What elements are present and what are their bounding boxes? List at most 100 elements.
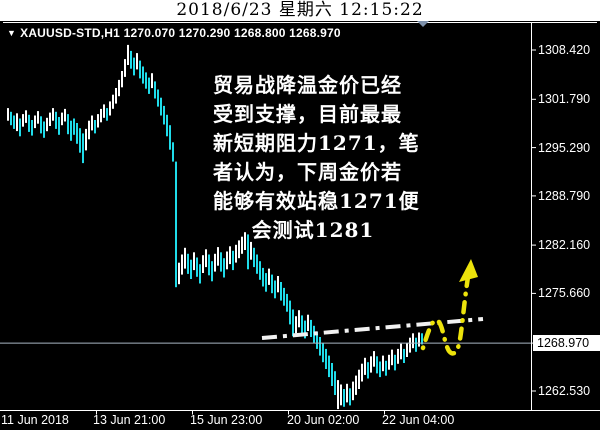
current-price-label: 1268.970 [533,335,600,351]
price-bar [307,314,309,331]
price-bar [73,118,75,135]
price-bar [145,72,147,89]
price-bar [7,108,9,121]
price-bar [397,348,399,364]
price-bar [325,348,327,369]
price-bar [301,315,303,334]
price-bar [262,267,264,287]
price-axis-label: 1262.530 [538,384,591,398]
price-bar [97,114,99,128]
price-bar [394,354,396,371]
price-bar [256,254,258,274]
price-bar [244,232,246,250]
price-bar [10,111,12,126]
price-bar [334,371,336,395]
price-bar [367,362,369,379]
annotation-line: 贸易战降温金价已经 [213,73,402,97]
price-bar [112,94,114,109]
price-bar [316,331,318,349]
price-bar [391,349,393,366]
price-bar [22,114,24,127]
price-bar [343,389,345,407]
price-bar [13,115,15,129]
price-bar [328,355,330,378]
price-axis-label: 1301.790 [538,92,591,106]
price-bar [169,125,171,150]
price-bar [421,333,423,345]
price-bar [85,128,87,151]
title-bar: 2018/6/23 星期六 12:15:22 [0,0,600,21]
price-bar [46,117,48,132]
price-bar [289,300,291,325]
annotation-line: 者认为，下周金价若 [213,160,402,184]
symbol-ohlc-header: ▼ XAUUSD-STD,H1 1270.070 1270.290 1268.80… [7,26,341,40]
price-bar [178,262,180,285]
price-bar [382,355,384,372]
price-bar [265,273,267,292]
price-bar [184,247,186,269]
price-bar [364,357,366,375]
price-bar [403,348,405,363]
time-axis-label: 20 Jun 02:00 [287,413,360,427]
price-bar [241,236,243,254]
price-bar [181,254,183,275]
price-bar [25,110,27,123]
price-bar [286,293,288,312]
price-bar [280,282,282,301]
price-bar [253,247,255,268]
price-axis-label: 1282.160 [538,238,591,252]
price-bar [154,81,156,99]
price-bar [331,363,333,386]
datetime-text: 2018/6/23 星期六 12:15:22 [176,0,424,20]
price-bar [109,101,111,116]
annotation-line: 受到支撑，目前最最 [213,102,402,126]
price-bar [160,97,162,116]
price-bar [175,161,177,288]
annotation-line: 能够有效站稳1271便 [213,189,420,213]
price-bar [322,342,324,363]
price-bar [79,128,81,153]
price-bar [34,115,36,129]
time-axis-label: 22 Jun 04:00 [382,413,455,427]
time-axis-label: 13 Jun 21:00 [93,413,166,427]
price-bar [418,332,420,347]
price-bar [136,53,138,70]
price-bar [250,241,252,260]
price-bar [127,44,129,65]
price-bar [235,244,237,263]
price-bar [292,309,294,337]
price-bar [238,240,240,259]
annotation-line: 会测试1281 [251,218,375,242]
price-bar [277,276,279,293]
price-bar [412,333,414,349]
trend-line [261,317,484,340]
price-bar [352,381,354,401]
time-axis-label: 11 Jun 2018 [1,413,69,427]
price-bar [103,104,105,118]
forecast-arrow-head [459,259,478,282]
price-bar [196,257,198,277]
price-bar [223,258,225,278]
price-bar [88,120,90,140]
price-bar [49,112,51,126]
price-bar [247,234,249,270]
price-bar [232,250,234,271]
price-bar [133,57,135,76]
triangle-down-icon: ▼ [7,28,17,38]
price-bar [229,246,231,265]
price-bar [220,252,222,272]
price-bar [370,356,372,373]
price-bar [55,111,57,129]
price-bar [202,255,204,273]
price-bar [28,114,30,132]
symbol-ohlc-text: XAUUSD-STD,H1 1270.070 1270.290 1268.800… [20,26,341,40]
price-bar [58,117,60,135]
price-bar [271,274,273,294]
price-bar [100,108,102,123]
price-bar [295,316,297,334]
price-bar [298,310,300,328]
annotation-text: 贸易战降温金价已经 受到支撑，目前最最 新短期阻力1271，笔 者认为，下周金价若 能够… [213,71,420,245]
price-bar [106,108,108,121]
